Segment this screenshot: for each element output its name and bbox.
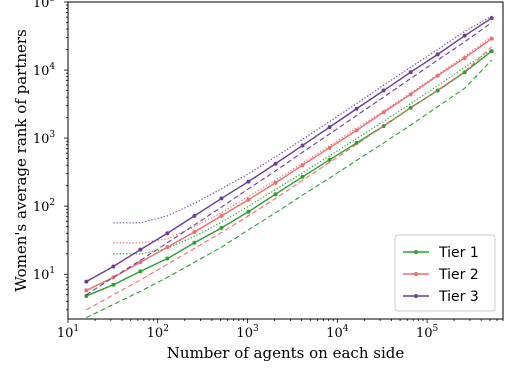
series-3-point (435, 52, 440, 57)
series-1-point (219, 225, 224, 230)
series-1-point (165, 256, 170, 261)
series-3-point (354, 106, 359, 111)
y-tick-label: 104 (33, 62, 56, 79)
series-3-point (273, 161, 278, 166)
series-2-dotted-line (113, 36, 493, 244)
legend-label: Tier 3 (438, 289, 479, 305)
series-1-point (84, 293, 89, 298)
plot-frame (67, 1, 504, 320)
series-3-point (408, 70, 413, 75)
series-2-point (462, 56, 467, 61)
series-3-point (138, 247, 143, 252)
series-3-point (192, 213, 197, 218)
x-tick-label: 101 (57, 324, 79, 341)
series-1-point (300, 174, 305, 179)
series-2-line (86, 38, 493, 291)
series-1-point (273, 192, 278, 197)
series-3-point (246, 179, 251, 184)
legend-marker (414, 294, 418, 298)
y-tick-label: 101 (33, 266, 55, 283)
y-tick-label: 103 (33, 130, 56, 147)
series-2-point (408, 92, 413, 97)
x-tick-label: 105 (416, 324, 439, 341)
series-2-point (435, 73, 440, 78)
series-1-point (111, 282, 116, 287)
series-3-point (165, 231, 170, 236)
series-1-point (192, 240, 197, 245)
series-3-point (111, 264, 116, 269)
x-tick-label: 104 (326, 324, 349, 341)
legend-marker (414, 250, 418, 254)
series-2-point (489, 36, 494, 41)
series-1-point (327, 157, 332, 162)
series-2-point (300, 163, 305, 168)
series-2-dashed-line (86, 46, 493, 311)
series-2-point (246, 197, 251, 202)
series-2-point (192, 229, 197, 234)
series-1-point (489, 49, 494, 54)
legend-label: Tier 2 (438, 267, 479, 283)
series-3-dotted-line (113, 15, 493, 224)
series-2-point (327, 145, 332, 150)
series-2-point (165, 245, 170, 250)
series-2-point (381, 110, 386, 115)
series-1-dotted-line (113, 49, 493, 255)
y-tick-label: 105 (33, 0, 56, 11)
series-3-point (489, 16, 494, 21)
series-3-point (219, 196, 224, 201)
series-3-point (84, 279, 89, 284)
series-1-dashed-line (86, 59, 493, 319)
series-2-point (138, 260, 143, 265)
series-2-point (84, 288, 89, 293)
series-3-point (327, 125, 332, 130)
series-1-point (435, 88, 440, 93)
x-tick-label: 102 (147, 324, 169, 341)
x-axis-label: Number of agents on each side (167, 344, 405, 362)
series-3-point (462, 33, 467, 38)
series-1-point (138, 269, 143, 274)
legend-marker (414, 272, 418, 276)
series-2-point (354, 128, 359, 133)
series-3-line (85, 17, 493, 283)
series-1-point (246, 209, 251, 214)
series-3-point (300, 143, 305, 148)
series-1-line (86, 50, 493, 297)
tick-layer: 101 102 103 104 105 101 102 103 104 105 (33, 0, 504, 341)
legend-label: Tier 1 (438, 245, 479, 261)
series-3-point (381, 88, 386, 93)
series-layer (84, 15, 494, 319)
series-1-point (354, 140, 359, 145)
y-tick-label: 102 (33, 198, 55, 215)
series-3-dashed-line (86, 22, 493, 296)
x-tick-label: 103 (236, 324, 259, 341)
series-2-point (219, 213, 224, 218)
legend-box (394, 234, 496, 312)
series-2-point (273, 180, 278, 185)
legend: Tier 1 Tier 2 Tier 3 (394, 234, 496, 312)
y-axis-label: Women's average rank of partners (12, 29, 30, 292)
